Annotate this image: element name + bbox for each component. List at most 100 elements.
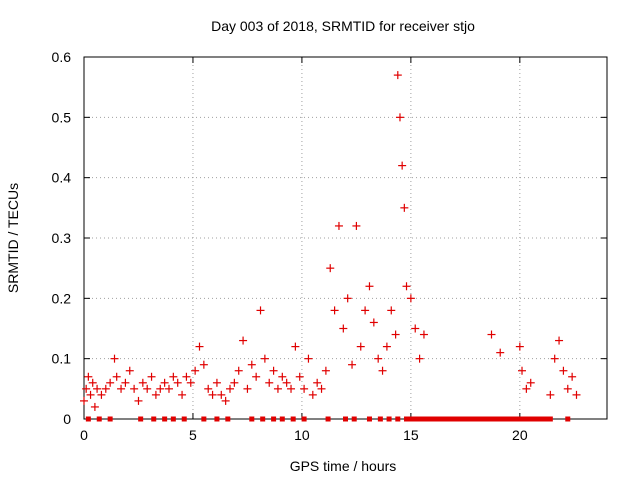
gap-marker xyxy=(434,416,440,422)
data-point xyxy=(411,324,420,333)
gap-marker xyxy=(162,416,168,422)
gap-marker xyxy=(325,416,331,422)
data-point xyxy=(382,342,391,351)
data-point xyxy=(369,318,378,327)
y-tick-label: 0.2 xyxy=(52,290,72,306)
gap-marker xyxy=(377,416,383,422)
gap-marker xyxy=(214,416,220,422)
gap-marker xyxy=(539,416,545,422)
gap-marker xyxy=(499,416,505,422)
data-point xyxy=(393,71,402,80)
data-point xyxy=(260,354,269,363)
data-point xyxy=(406,294,415,303)
gap-marker xyxy=(343,416,348,422)
gap-marker xyxy=(430,416,436,422)
chart-title: Day 003 of 2018, SRMTID for receiver stj… xyxy=(211,18,475,34)
gap-marker xyxy=(526,416,532,422)
gap-marker xyxy=(85,416,91,422)
data-point xyxy=(374,354,383,363)
gap-marker xyxy=(301,416,307,422)
y-tick-label: 0.6 xyxy=(52,49,72,65)
gap-marker xyxy=(478,416,484,422)
gap-marker xyxy=(181,416,187,422)
data-point xyxy=(217,390,226,399)
data-points xyxy=(80,71,581,411)
data-point xyxy=(143,384,152,393)
data-point xyxy=(82,384,91,393)
data-point xyxy=(321,366,330,375)
data-point xyxy=(415,354,424,363)
data-point xyxy=(515,342,524,351)
data-point xyxy=(134,396,143,405)
data-point xyxy=(160,378,169,387)
gap-markers xyxy=(85,416,571,422)
gap-marker xyxy=(508,416,514,422)
gap-marker xyxy=(521,416,527,422)
data-point xyxy=(546,390,555,399)
gap-marker xyxy=(495,416,501,422)
data-point xyxy=(365,282,374,291)
data-point xyxy=(487,330,496,339)
gap-marker xyxy=(486,416,492,422)
data-point xyxy=(295,372,304,381)
gap-marker xyxy=(530,416,536,422)
gap-marker xyxy=(170,416,176,422)
gap-marker xyxy=(482,416,488,422)
gap-marker xyxy=(438,416,444,422)
data-point xyxy=(339,324,348,333)
data-point xyxy=(378,366,387,375)
data-point xyxy=(400,203,409,212)
gap-marker xyxy=(421,416,427,422)
data-point xyxy=(110,354,119,363)
data-point xyxy=(84,372,93,381)
data-point xyxy=(178,390,187,399)
gap-marker xyxy=(565,416,571,422)
data-point xyxy=(326,264,335,273)
data-point xyxy=(352,221,361,230)
data-point xyxy=(308,390,317,399)
data-point xyxy=(156,384,165,393)
gap-marker xyxy=(469,416,475,422)
data-point xyxy=(125,366,134,375)
data-point xyxy=(317,384,326,393)
data-point xyxy=(568,372,577,381)
data-point xyxy=(151,390,160,399)
x-axis-label: GPS time / hours xyxy=(290,458,397,474)
data-point xyxy=(173,378,182,387)
gap-marker xyxy=(290,416,296,422)
gap-marker xyxy=(96,416,102,422)
data-point xyxy=(191,366,200,375)
x-tick-labels: 0 5 10 15 20 xyxy=(80,427,528,443)
gap-marker xyxy=(366,416,372,422)
data-point xyxy=(526,378,535,387)
data-point xyxy=(234,366,243,375)
data-point xyxy=(164,384,173,393)
data-point xyxy=(518,366,527,375)
gap-marker xyxy=(534,416,540,422)
gap-marker xyxy=(249,416,255,422)
gap-marker xyxy=(451,416,457,422)
data-point xyxy=(287,384,296,393)
data-point xyxy=(212,378,221,387)
data-point xyxy=(361,306,370,315)
x-tick-label: 15 xyxy=(403,427,419,443)
gap-marker xyxy=(225,416,231,422)
data-point xyxy=(256,306,265,315)
data-point xyxy=(496,348,505,357)
data-point xyxy=(387,306,396,315)
data-point xyxy=(291,342,300,351)
data-point xyxy=(572,390,581,399)
data-point xyxy=(265,378,274,387)
data-point xyxy=(300,384,309,393)
data-point xyxy=(395,113,404,122)
data-point xyxy=(348,360,357,369)
gap-marker xyxy=(107,416,113,422)
gap-marker xyxy=(465,416,471,422)
gap-marker xyxy=(260,416,266,422)
gap-marker xyxy=(447,416,453,422)
data-point xyxy=(182,372,191,381)
gap-marker xyxy=(543,416,549,422)
gap-marker xyxy=(491,416,497,422)
data-point xyxy=(226,384,235,393)
